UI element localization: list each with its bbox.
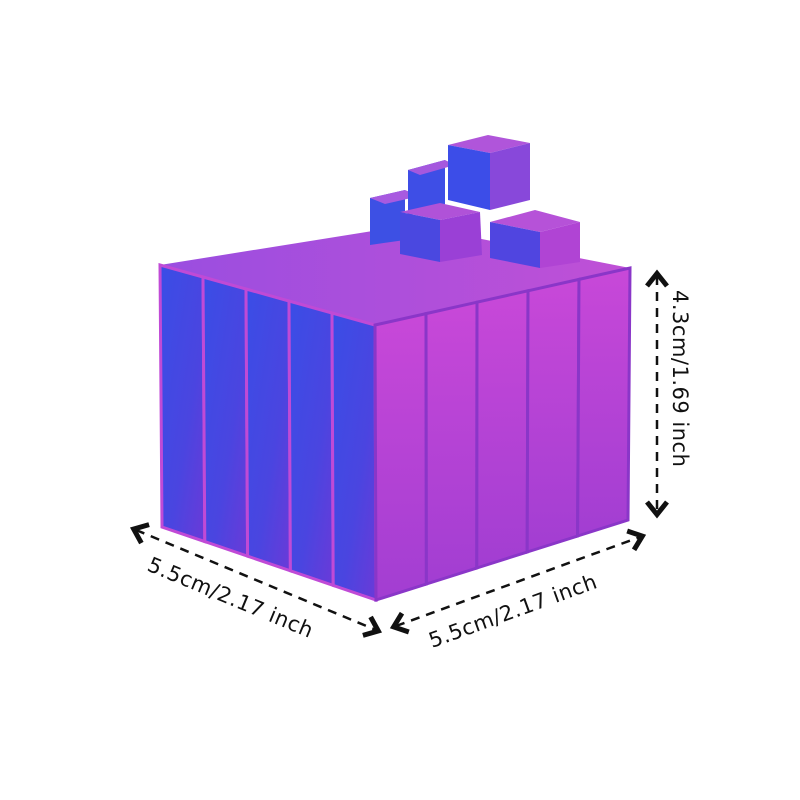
cube: [490, 210, 580, 268]
block-column: [330, 311, 378, 603]
depth-arrow: [389, 528, 647, 635]
block-column: [158, 263, 207, 544]
block-column: [475, 288, 530, 571]
block-body: [158, 225, 632, 603]
block-column: [576, 266, 632, 539]
depth-label: 5.5cm/2.17 inch: [426, 569, 601, 652]
block-column: [373, 311, 428, 603]
block-column: [424, 300, 479, 587]
block-right-face: [373, 266, 632, 603]
height-dimension: 4.3cm/1.69 inch: [645, 269, 692, 519]
block-left-face: [158, 263, 378, 603]
width-arrow: [129, 522, 383, 638]
cube: [448, 135, 530, 210]
height-label: 4.3cm/1.69 inch: [668, 290, 692, 467]
block-column: [525, 277, 581, 555]
block-column: [287, 299, 335, 588]
block-column: [201, 275, 250, 559]
cube: [400, 203, 482, 262]
top-cubes: [370, 135, 580, 268]
cube: [408, 160, 455, 215]
cube: [370, 190, 420, 245]
block-column: [244, 287, 292, 573]
